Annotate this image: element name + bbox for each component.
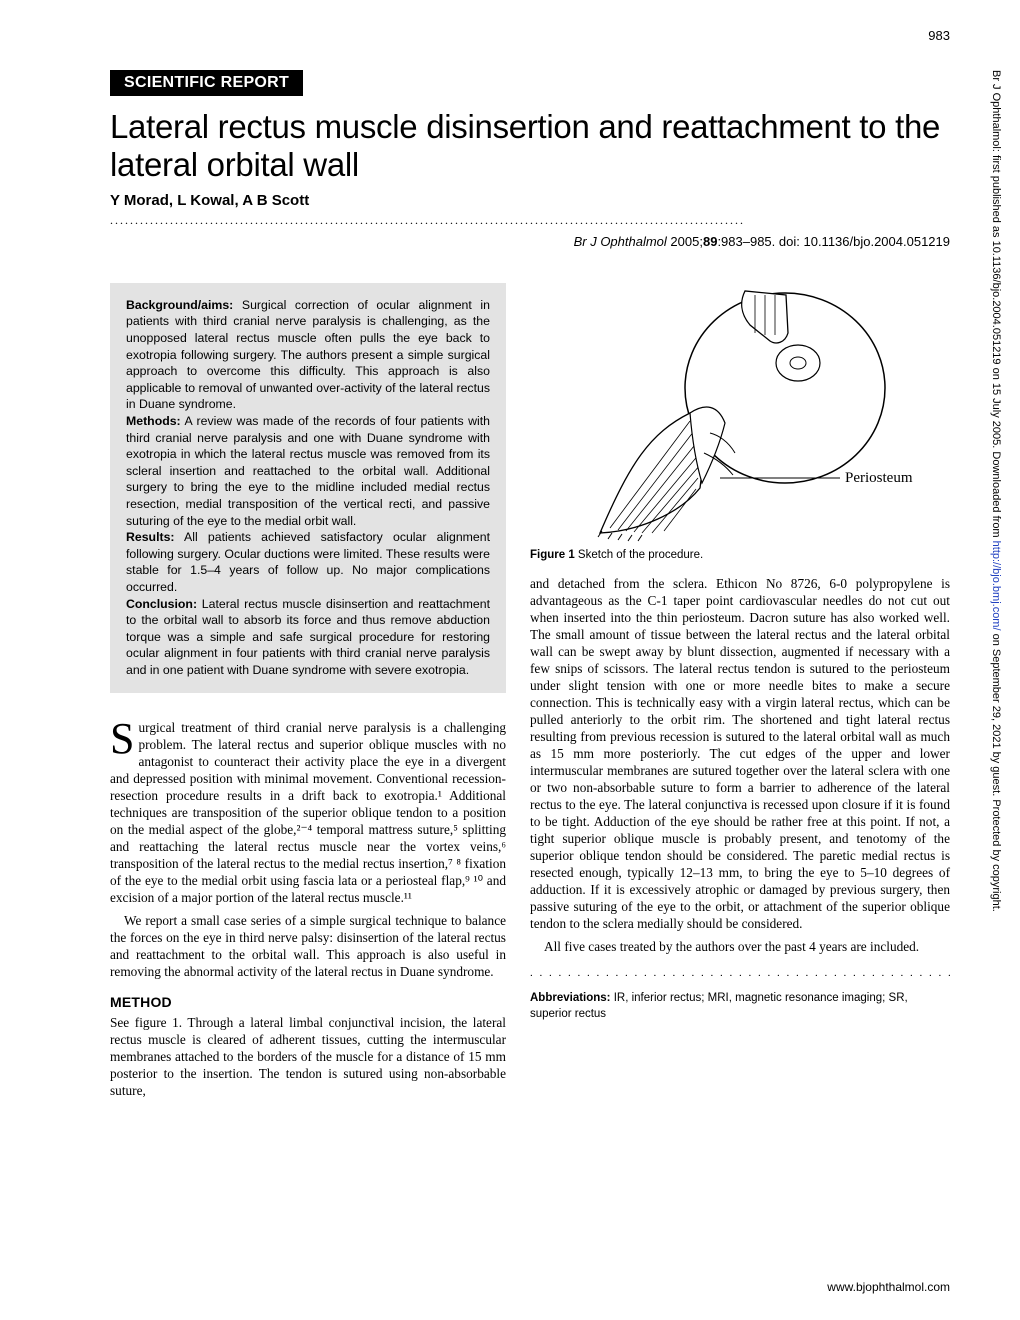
figure-1-label: Figure 1 — [530, 549, 575, 561]
method-paragraph: See figure 1. Through a lateral limbal c… — [110, 1014, 506, 1099]
abbrev-label: Abbreviations: — [530, 992, 611, 1004]
sidebar-link[interactable]: http://bjo.bmj.com/ — [990, 541, 1002, 631]
figure-1-caption: Figure 1 Sketch of the procedure. — [530, 549, 950, 561]
figure-1-image: Periosteum — [530, 283, 950, 543]
method-heading: METHOD — [110, 994, 506, 1012]
abbreviations: Abbreviations: IR, inferior rectus; MRI,… — [530, 991, 950, 1022]
col2-para-2: All five cases treated by the authors ov… — [530, 938, 950, 955]
article-title: Lateral rectus muscle disinsertion and r… — [110, 108, 950, 184]
sidebar-suffix: on September 29, 2021 by guest. Protecte… — [990, 631, 1002, 912]
doi-value: doi: 10.1136/bjo.2004.051219 — [779, 234, 950, 249]
sidebar-prefix: Br J Ophthalmol: first published as 10.1… — [990, 70, 1002, 541]
right-column: Periosteum Figure 1 Sketch of the proced… — [530, 283, 950, 1105]
abstract-methods-label: Methods: — [126, 414, 181, 428]
abbrev-rule: . . . . . . . . . . . . . . . . . . . . … — [530, 967, 950, 979]
journal-citation: Br J Ophthalmol 2005;89:983–985. doi: 10… — [110, 234, 950, 249]
abstract-results: All patients achieved satisfactory ocula… — [126, 530, 490, 594]
figure-1-caption-text: Sketch of the procedure. — [575, 549, 704, 561]
journal-name: Br J Ophthalmol — [574, 234, 667, 249]
copyright-sidebar: Br J Ophthalmol: first published as 10.1… — [988, 70, 1006, 1250]
dotted-rule: ........................................… — [110, 213, 950, 228]
journal-volume: 89 — [703, 234, 717, 249]
body-text-left: Surgical treatment of third cranial nerv… — [110, 719, 506, 1099]
journal-pages: :983–985. — [717, 234, 775, 249]
footer-url: www.bjophthalmol.com — [827, 1280, 950, 1294]
figure-1: Periosteum Figure 1 Sketch of the proced… — [530, 283, 950, 561]
left-column: Background/aims: Surgical correction of … — [110, 283, 506, 1105]
abstract-background-label: Background/aims: — [126, 298, 233, 312]
abstract-background: Surgical correction of ocular alignment … — [126, 298, 490, 412]
two-column-layout: Background/aims: Surgical correction of … — [110, 283, 950, 1105]
abstract-methods: A review was made of the records of four… — [126, 414, 490, 528]
body-text-right: and detached from the sclera. Ethicon No… — [530, 575, 950, 955]
report-tag: SCIENTIFIC REPORT — [110, 70, 303, 96]
dropcap: S — [110, 719, 138, 757]
periosteum-label: Periosteum — [845, 470, 913, 486]
page-number: 983 — [928, 28, 950, 43]
page-content: SCIENTIFIC REPORT Lateral rectus muscle … — [0, 0, 1020, 1135]
authors: Y Morad, L Kowal, A B Scott — [110, 192, 950, 209]
col2-para-1: and detached from the sclera. Ethicon No… — [530, 575, 950, 932]
journal-year-val: 2005 — [670, 234, 699, 249]
abstract-box: Background/aims: Surgical correction of … — [110, 283, 506, 693]
abstract-results-label: Results: — [126, 530, 175, 544]
intro-paragraph: urgical treatment of third cranial nerve… — [110, 720, 506, 905]
procedure-sketch-svg: Periosteum — [530, 283, 950, 543]
intro-para-2: We report a small case series of a simpl… — [110, 912, 506, 980]
copyright-text: Br J Ophthalmol: first published as 10.1… — [990, 70, 1002, 912]
abstract-conclusion-label: Conclusion: — [126, 597, 197, 611]
